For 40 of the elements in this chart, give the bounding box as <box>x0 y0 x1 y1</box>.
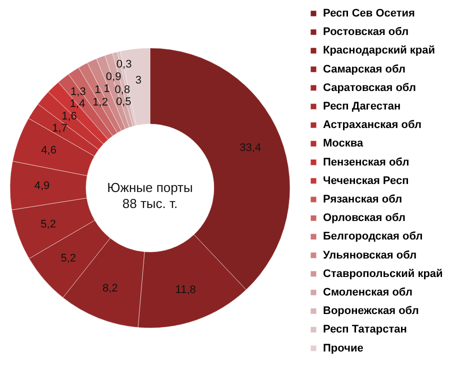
data-label: 11,8 <box>175 284 196 296</box>
legend-label: Белгородская обл <box>323 230 423 243</box>
legend-label: Астраханская обл <box>323 119 422 132</box>
data-label: 5,2 <box>40 218 56 230</box>
legend-label: Пензенская обл <box>323 156 410 168</box>
legend-label: Ульяновская обл <box>323 249 417 262</box>
data-label: 1 <box>94 84 101 96</box>
data-label: 3 <box>135 74 142 87</box>
legend-label: Ростовская обл <box>323 26 409 38</box>
legend-label: Чеченская Респ <box>323 174 409 187</box>
legend-label: Респ Дагестан <box>323 100 401 112</box>
legend-label: Смоленская обл <box>323 286 412 298</box>
legend-label: Москва <box>323 138 364 150</box>
legend-label: Саратовская обл <box>323 82 416 94</box>
data-label: 4,9 <box>34 180 50 192</box>
data-label: 8,2 <box>102 282 118 294</box>
data-label: 1 <box>104 82 110 95</box>
legend-label: Краснодарский край <box>323 44 436 57</box>
data-label: 0,8 <box>114 84 130 96</box>
legend-label: Ставропольский край <box>323 268 443 280</box>
text: Южные порты <box>107 180 193 195</box>
data-label: 1,7 <box>52 122 68 135</box>
data-label: 5,2 <box>60 252 76 265</box>
data-label: 0,5 <box>116 96 132 108</box>
data-label: 1,2 <box>92 96 108 108</box>
data-label: 1,4 <box>70 98 86 110</box>
text: 88 тыс. т. <box>122 196 178 211</box>
data-label: 1,3 <box>70 86 86 98</box>
legend-label: Респ Сев Осетия <box>323 8 415 20</box>
legend-label: Воронежская обл <box>323 305 419 318</box>
data-label: 33,4 <box>240 142 262 154</box>
data-label: 1,6 <box>62 110 77 122</box>
data-label: 4,6 <box>41 144 56 156</box>
data-label: 0,3 <box>116 58 132 71</box>
legend-label: Прочие <box>323 342 364 354</box>
data-label: 0,9 <box>106 70 122 83</box>
legend-label: Орловская обл <box>323 212 406 224</box>
legend-label: Респ Татарстан <box>323 324 407 336</box>
legend-label: Рязанская обл <box>323 194 402 206</box>
legend-label: Самарская обл <box>323 63 406 76</box>
